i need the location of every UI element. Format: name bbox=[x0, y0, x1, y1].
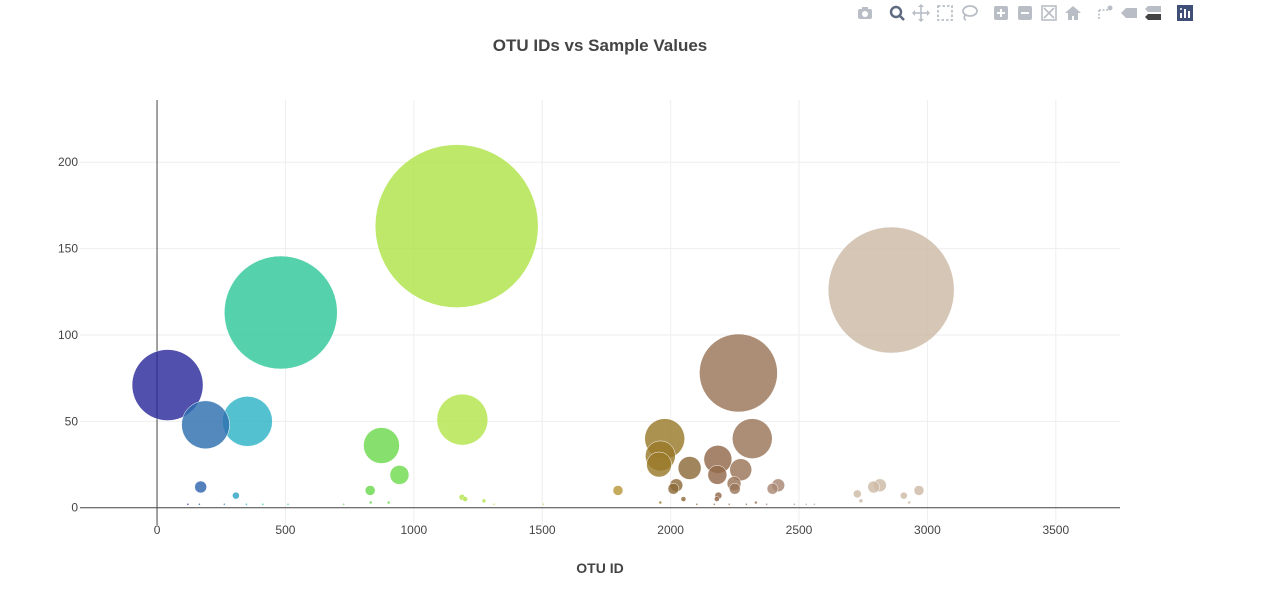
bubble-point[interactable] bbox=[853, 489, 862, 499]
bubble-point[interactable] bbox=[754, 500, 758, 505]
bubble-point[interactable] bbox=[646, 451, 672, 478]
x-tick-label: 0 bbox=[154, 523, 161, 537]
bubble-point[interactable] bbox=[342, 503, 345, 506]
bubble-point[interactable] bbox=[907, 500, 911, 505]
bubble-point[interactable] bbox=[224, 255, 338, 370]
bubble-point[interactable] bbox=[612, 485, 624, 496]
bubble-point[interactable] bbox=[131, 349, 204, 421]
hover-compare-icon bbox=[1144, 4, 1162, 22]
zoom-button[interactable] bbox=[888, 4, 906, 22]
bubble-point[interactable] bbox=[729, 482, 741, 495]
bubble-point[interactable] bbox=[286, 503, 290, 506]
axes bbox=[80, 100, 1120, 525]
bubble-point[interactable] bbox=[713, 503, 716, 506]
bubble-point[interactable] bbox=[804, 503, 808, 506]
bubble-point[interactable] bbox=[813, 503, 816, 506]
bubble-point[interactable] bbox=[542, 503, 545, 506]
bubble-point[interactable] bbox=[364, 485, 376, 496]
bubble-point[interactable] bbox=[232, 491, 240, 500]
bubble-point[interactable] bbox=[223, 503, 226, 506]
bubble-point[interactable] bbox=[481, 498, 487, 504]
zoom-out-button[interactable] bbox=[1016, 4, 1034, 22]
bubble-point[interactable] bbox=[198, 503, 201, 506]
lasso-select-button[interactable] bbox=[960, 4, 978, 22]
y-tick-label: 50 bbox=[65, 414, 79, 428]
chart-title: OTU IDs vs Sample Values bbox=[493, 36, 707, 55]
bubble-layer bbox=[131, 144, 955, 506]
spike-lines-icon bbox=[1096, 4, 1114, 22]
y-tick-labels: 0 50 100 150 200 bbox=[58, 155, 78, 515]
x-tick-labels: 0 500 1000 1500 2000 2500 3000 3500 bbox=[154, 523, 1070, 537]
x-axis-title: OTU ID bbox=[576, 560, 623, 576]
lasso-select-icon bbox=[960, 4, 978, 22]
pan-button[interactable] bbox=[912, 4, 930, 22]
bubble-point[interactable] bbox=[194, 480, 207, 494]
y-tick-label: 150 bbox=[58, 242, 78, 256]
x-tick-label: 1500 bbox=[529, 523, 556, 537]
bubble-point[interactable] bbox=[913, 485, 925, 496]
plotly-logo-icon bbox=[1176, 4, 1194, 22]
home-icon bbox=[1064, 4, 1082, 22]
bubble-point[interactable] bbox=[389, 465, 410, 485]
bubble-point[interactable] bbox=[492, 503, 496, 506]
bubble-point[interactable] bbox=[667, 482, 680, 495]
box-select-icon bbox=[936, 4, 954, 22]
x-tick-label: 3500 bbox=[1042, 523, 1069, 537]
bubble-point[interactable] bbox=[374, 144, 539, 308]
bubble-point[interactable] bbox=[222, 396, 273, 447]
y-tick-label: 100 bbox=[58, 328, 78, 342]
bubble-point[interactable] bbox=[732, 418, 773, 459]
plotly-logo-button[interactable] bbox=[1176, 4, 1194, 22]
bubble-point[interactable] bbox=[658, 500, 663, 505]
bubble-point[interactable] bbox=[714, 496, 720, 502]
home-button[interactable] bbox=[1064, 4, 1082, 22]
zoom-in-button[interactable] bbox=[992, 4, 1010, 22]
bubble-point[interactable] bbox=[261, 503, 265, 506]
x-tick-label: 3000 bbox=[914, 523, 941, 537]
bubble-point[interactable] bbox=[827, 226, 955, 354]
bubble-point[interactable] bbox=[765, 503, 768, 506]
box-select-button[interactable] bbox=[936, 4, 954, 22]
hover-compare-button[interactable] bbox=[1144, 4, 1162, 22]
bubble-point[interactable] bbox=[181, 400, 230, 450]
autoscale-button[interactable] bbox=[1040, 4, 1058, 22]
bubble-point[interactable] bbox=[900, 491, 908, 500]
bubble-point[interactable] bbox=[727, 503, 731, 506]
autoscale-icon bbox=[1040, 4, 1058, 22]
x-tick-label: 500 bbox=[275, 523, 295, 537]
x-tick-label: 1000 bbox=[400, 523, 427, 537]
hover-closest-button[interactable] bbox=[1120, 4, 1138, 22]
bubble-point[interactable] bbox=[867, 480, 880, 494]
zoom-icon bbox=[888, 4, 906, 22]
bubble-point[interactable] bbox=[363, 427, 400, 464]
bubble-point[interactable] bbox=[436, 393, 489, 446]
camera-button[interactable] bbox=[856, 4, 874, 22]
bubble-point[interactable] bbox=[745, 503, 748, 506]
bubble-point[interactable] bbox=[677, 456, 702, 480]
bubble-point[interactable] bbox=[699, 333, 778, 413]
modebar bbox=[856, 4, 1196, 24]
pan-icon bbox=[912, 4, 930, 22]
bubble-point[interactable] bbox=[707, 465, 728, 485]
spike-lines-button[interactable] bbox=[1096, 4, 1114, 22]
y-tick-label: 0 bbox=[71, 501, 78, 515]
bubble-point[interactable] bbox=[186, 503, 190, 506]
bubble-point[interactable] bbox=[858, 498, 864, 504]
bubble-point[interactable] bbox=[368, 500, 373, 505]
zoom-out-icon bbox=[1016, 4, 1034, 22]
y-tick-label: 200 bbox=[58, 155, 78, 169]
zoom-in-icon bbox=[992, 4, 1010, 22]
camera-icon bbox=[856, 4, 874, 22]
bubble-point[interactable] bbox=[680, 496, 687, 502]
bubble-point[interactable] bbox=[386, 500, 391, 505]
x-tick-label: 2000 bbox=[657, 523, 684, 537]
bubble-point[interactable] bbox=[245, 503, 248, 506]
bubble-point[interactable] bbox=[766, 482, 779, 495]
bubble-point[interactable] bbox=[793, 503, 796, 506]
hover-closest-icon bbox=[1120, 4, 1138, 22]
bubble-point[interactable] bbox=[695, 503, 699, 506]
bubble-point[interactable] bbox=[462, 496, 468, 502]
x-tick-label: 2500 bbox=[786, 523, 813, 537]
